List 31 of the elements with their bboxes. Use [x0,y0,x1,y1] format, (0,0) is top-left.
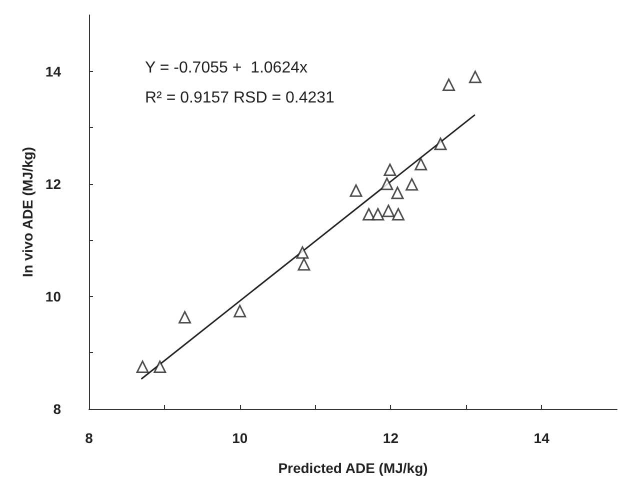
point [382,204,395,218]
point [296,246,309,259]
point [372,208,384,220]
point [178,311,192,324]
point [136,360,149,374]
y-axis-title: In vivo ADE (MJ/kg) [20,146,36,278]
x-tick-label: 10 [232,430,248,446]
point [350,184,362,197]
x-axis-title: Predicted ADE (MJ/kg) [278,460,428,476]
point [406,178,418,191]
annotation: R² = 0.9157 RSD = 0.4231 [145,90,335,106]
y-tick-label: 8 [53,401,62,417]
point [298,258,310,271]
point [362,208,376,220]
y-tick-label: 12 [45,176,62,192]
annotation: Y = -0.7055 + 1.0624x [145,60,308,76]
point [392,208,405,220]
point [380,178,394,190]
y-tick-label: 10 [45,288,62,304]
point [234,304,246,318]
point [468,70,482,84]
x-tick-label: 12 [382,430,399,446]
x-tick-label: 8 [85,430,94,446]
point [442,78,456,92]
point [434,138,447,150]
point [384,164,396,176]
x-tick-label: 14 [534,430,550,446]
point [414,158,428,170]
point [391,186,404,200]
point [154,360,166,374]
y-tick-label: 14 [45,63,62,80]
